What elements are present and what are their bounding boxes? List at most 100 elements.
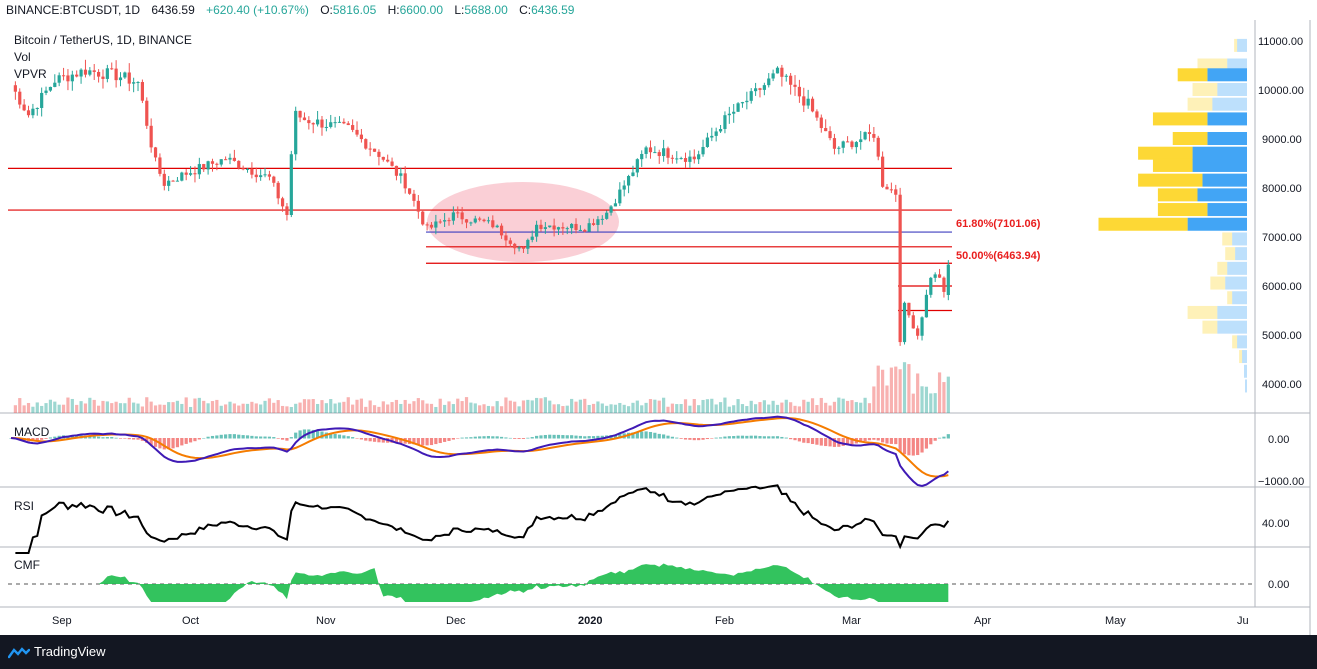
volume-bar: [539, 398, 543, 413]
rsi-label[interactable]: RSI: [14, 499, 34, 513]
candle-body: [101, 76, 105, 79]
time-label: Mar: [842, 615, 861, 627]
macd-histogram-bar: [482, 436, 486, 439]
macd-histogram-bar: [245, 435, 250, 439]
candle-body: [329, 122, 333, 127]
macd-histogram-bar: [153, 438, 158, 447]
volume-bar: [202, 400, 206, 413]
candle-body: [105, 68, 109, 79]
macd-histogram-bar: [175, 438, 180, 448]
candle-body: [403, 173, 407, 189]
candle-body: [57, 75, 61, 83]
volume-bar: [583, 398, 587, 413]
candle-body: [451, 212, 455, 221]
vpvr-label[interactable]: VPVR: [14, 67, 47, 81]
macd-histogram-bar: [184, 438, 188, 444]
candle-body: [114, 68, 118, 81]
volume-bar: [889, 367, 893, 413]
candle-body: [648, 147, 653, 153]
macd-histogram-bar: [180, 438, 184, 446]
macd-histogram-bar: [202, 437, 206, 439]
volume-bar: [797, 406, 801, 413]
volume-bar: [885, 385, 889, 413]
volume-bar: [911, 393, 915, 413]
macd-histogram-bar: [591, 436, 596, 439]
macd-histogram-bar: [206, 436, 210, 439]
candle-body: [158, 157, 162, 174]
candle-body: [517, 247, 521, 249]
macd-histogram-bar: [767, 436, 771, 439]
candle-body: [583, 229, 587, 232]
time-axis[interactable]: Sep Oct Nov Dec 2020 Feb Mar Apr May Ju: [52, 615, 1249, 627]
candle-body: [758, 88, 762, 90]
low-label: L:: [454, 3, 465, 17]
candle-body: [513, 243, 517, 249]
macd-histogram-bar: [824, 438, 828, 447]
volume-bar: [653, 399, 657, 413]
candle-body: [145, 100, 149, 126]
vpvr-up-bar: [1227, 261, 1247, 275]
candle-body: [626, 176, 631, 186]
price-axis-ticks[interactable]: 11000.00 10000.00 9000.00 8000.00 7000.0…: [1258, 36, 1304, 391]
macd-histogram-bar: [259, 436, 263, 439]
macd-histogram-bar: [241, 435, 245, 439]
volume-bar: [513, 401, 517, 413]
symbol-label[interactable]: BINANCE:BTCUSDT, 1D: [6, 3, 141, 17]
macd-histogram-bar: [48, 437, 53, 439]
macd-histogram-bar: [745, 435, 749, 439]
chart-canvas[interactable]: Bitcoin / TetherUS, 1D, BINANCE Vol VPVR…: [0, 20, 1317, 635]
vpvr-up-bar: [1202, 173, 1247, 187]
volume-bar: [683, 399, 688, 413]
vpvr-histogram: [1098, 38, 1247, 393]
candle-body: [250, 168, 254, 175]
volume-bar: [574, 401, 578, 413]
macd-histogram-bar: [819, 438, 823, 446]
volume-bar: [933, 393, 937, 413]
vol-label[interactable]: Vol: [14, 50, 31, 64]
volume-bar: [92, 399, 96, 413]
fib-618-label: 61.80%(7101.06): [956, 218, 1041, 230]
tradingview-logo-icon[interactable]: [8, 645, 30, 659]
volume-bar: [775, 404, 780, 413]
macd-histogram-bar: [368, 438, 372, 442]
macd-histogram-bar: [583, 436, 587, 439]
symbol-header: BINANCE:BTCUSDT, 1D 6436.59 +620.40 (+10…: [0, 0, 1317, 20]
macd-histogram-bar: [359, 438, 363, 440]
volume-bar: [193, 398, 197, 413]
candle-body: [867, 132, 872, 135]
candle-body: [762, 85, 766, 90]
macd-histogram-bar: [114, 437, 118, 439]
volume-bar: [320, 400, 324, 413]
rsi-indicator: [15, 484, 950, 554]
macd-label[interactable]: MACD: [14, 425, 50, 439]
macd-histogram-bar: [806, 438, 810, 444]
candle-body: [942, 277, 946, 292]
macd-histogram-bar: [727, 436, 731, 439]
candle-body: [775, 67, 780, 74]
candle-body: [259, 175, 263, 178]
candle-body: [819, 117, 823, 129]
candle-body: [167, 180, 171, 186]
macd-histogram-bar: [556, 434, 561, 439]
macd-histogram-bar: [574, 435, 578, 439]
macd-histogram-bar: [451, 438, 455, 440]
candle-body: [784, 75, 788, 77]
candle-body: [443, 220, 447, 222]
macd-histogram-bar: [132, 438, 136, 440]
candle-body: [399, 173, 403, 176]
macd-histogram-bar: [329, 433, 333, 439]
volume-bar: [859, 402, 863, 413]
candle-body: [920, 317, 924, 336]
candle-body: [845, 141, 850, 143]
horizontal-levels[interactable]: [8, 167, 952, 312]
brand-name[interactable]: TradingView: [34, 644, 106, 659]
macd-histogram-bar: [797, 438, 801, 442]
volume-bar: [867, 403, 872, 413]
macd-histogram-bar: [793, 438, 797, 441]
candle-body: [188, 173, 193, 175]
candle-body: [447, 220, 451, 222]
macd-histogram-bar: [876, 438, 880, 441]
macd-histogram-bar: [478, 436, 482, 439]
volume-bar: [596, 401, 600, 413]
cmf-label[interactable]: CMF: [14, 558, 40, 572]
